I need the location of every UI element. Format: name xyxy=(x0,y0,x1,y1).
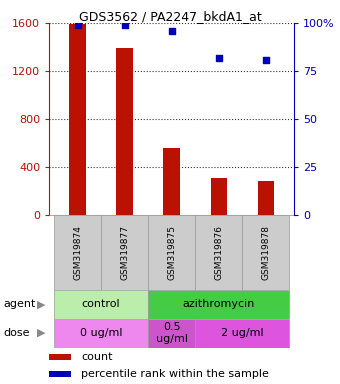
Text: GSM319875: GSM319875 xyxy=(167,225,176,280)
Text: GSM319874: GSM319874 xyxy=(73,225,82,280)
Text: control: control xyxy=(82,299,120,310)
Bar xyxy=(148,215,195,290)
Bar xyxy=(148,290,289,319)
Text: count: count xyxy=(81,352,113,362)
Bar xyxy=(49,354,71,360)
Text: azithromycin: azithromycin xyxy=(183,299,255,310)
Text: 0.5
ug/ml: 0.5 ug/ml xyxy=(156,322,188,344)
Point xyxy=(263,56,269,63)
Text: GSM319876: GSM319876 xyxy=(214,225,223,280)
Text: percentile rank within the sample: percentile rank within the sample xyxy=(81,369,269,379)
Bar xyxy=(101,215,148,290)
Text: ▶: ▶ xyxy=(37,328,46,338)
Point xyxy=(216,55,221,61)
Bar xyxy=(54,290,148,319)
Bar xyxy=(195,319,289,348)
Bar xyxy=(54,319,148,348)
Text: GSM319877: GSM319877 xyxy=(120,225,129,280)
Text: GDS3562 / PA2247_bkdA1_at: GDS3562 / PA2247_bkdA1_at xyxy=(79,10,261,23)
Point xyxy=(169,28,174,34)
Text: ▶: ▶ xyxy=(37,299,46,310)
Bar xyxy=(54,215,101,290)
Bar xyxy=(210,178,227,215)
Point xyxy=(75,22,80,28)
Bar xyxy=(195,215,242,290)
Bar xyxy=(148,319,195,348)
Bar xyxy=(69,24,86,215)
Text: 2 ug/ml: 2 ug/ml xyxy=(221,328,264,338)
Text: GSM319878: GSM319878 xyxy=(261,225,270,280)
Bar xyxy=(164,148,180,215)
Bar xyxy=(49,371,71,377)
Point xyxy=(122,22,128,28)
Bar xyxy=(242,215,289,290)
Text: dose: dose xyxy=(3,328,30,338)
Text: 0 ug/ml: 0 ug/ml xyxy=(80,328,122,338)
Bar xyxy=(258,182,274,215)
Bar xyxy=(116,48,133,215)
Text: agent: agent xyxy=(3,299,36,310)
